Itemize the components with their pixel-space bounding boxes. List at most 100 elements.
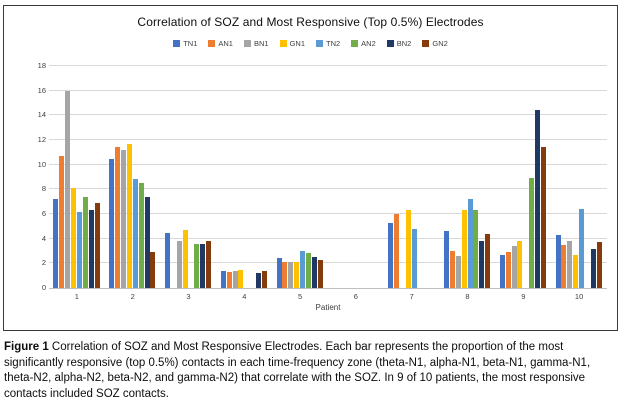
bar-AN2-patient-9 xyxy=(529,178,535,288)
bar-BN2-patient-5 xyxy=(311,257,317,288)
bar-BN2-patient-9 xyxy=(535,110,541,288)
bar-TN1-patient-1 xyxy=(53,199,59,288)
legend-swatch-BN2 xyxy=(386,40,394,47)
gridline xyxy=(49,188,607,190)
x-tick-label: 5 xyxy=(298,292,303,301)
legend-item-AN1: AN1 xyxy=(208,39,233,48)
legend-label: BN1 xyxy=(253,39,269,48)
bar-BN1-patient-1 xyxy=(65,90,71,288)
bar-BN1-patient-10 xyxy=(567,241,573,288)
legend-swatch-TN2 xyxy=(316,40,323,47)
gridline xyxy=(49,139,607,140)
gridline xyxy=(49,65,607,66)
bar-TN2-patient-7 xyxy=(411,228,417,288)
gridline xyxy=(49,213,607,214)
bar-GN1-patient-7 xyxy=(405,210,411,288)
bar-TN2-patient-5 xyxy=(300,251,306,288)
figure-caption: Figure 1 Correlation of SOZ and Most Res… xyxy=(4,340,616,402)
bar-BN1-patient-4 xyxy=(232,270,238,288)
x-tick-label: 9 xyxy=(521,292,526,301)
bar-AN1-patient-9 xyxy=(505,252,511,288)
bar-TN1-patient-5 xyxy=(276,258,282,288)
bar-TN1-patient-2 xyxy=(109,158,115,288)
bar-BN1-patient-9 xyxy=(511,246,517,288)
bar-TN2-patient-2 xyxy=(132,179,138,288)
legend-label: TN2 xyxy=(326,39,341,48)
bar-TN1-patient-10 xyxy=(555,234,561,288)
bar-TN1-patient-3 xyxy=(164,232,170,288)
legend-swatch-AN1 xyxy=(208,40,216,47)
bar-AN2-patient-5 xyxy=(306,253,311,288)
bar-TN2-patient-1 xyxy=(76,211,82,288)
x-tick-label: 2 xyxy=(130,292,135,301)
bar-GN1-patient-9 xyxy=(517,241,523,288)
figure-caption-text: Correlation of SOZ and Most Responsive E… xyxy=(4,341,591,400)
bar-AN1-patient-1 xyxy=(59,156,65,288)
y-tick-label: 6 xyxy=(41,209,46,218)
bar-GN2-patient-8 xyxy=(485,233,491,288)
y-tick-label: 14 xyxy=(37,110,46,120)
bar-GN2-patient-5 xyxy=(317,259,323,288)
y-tick-label: 16 xyxy=(37,85,46,95)
legend-item-GN2: GN2 xyxy=(422,39,448,48)
x-tick-label: 6 xyxy=(353,292,358,301)
legend-item-AN2: AN2 xyxy=(351,39,376,48)
x-axis-line xyxy=(49,288,607,289)
bar-AN1-patient-8 xyxy=(449,251,455,288)
gridline xyxy=(49,237,607,239)
bar-GN1-patient-10 xyxy=(573,254,579,288)
x-tick-label: 10 xyxy=(574,292,584,301)
bar-GN1-patient-1 xyxy=(71,188,76,288)
legend-label: TN1 xyxy=(183,39,198,48)
bar-AN2-patient-3 xyxy=(194,243,200,288)
y-tick-label: 0 xyxy=(41,283,46,292)
plot-area: 0 2 4 6 8 10 12 14 16 18 1 2 3 4 5 6 7 8 9 10 xyxy=(38,61,607,301)
bar-GN1-patient-4 xyxy=(238,269,244,288)
bar-GN1-patient-8 xyxy=(461,210,467,288)
x-tick-label: 1 xyxy=(74,292,79,301)
y-tick-label: 18 xyxy=(37,61,46,70)
legend-item-GN1: GN1 xyxy=(279,39,305,48)
bar-TN1-patient-7 xyxy=(388,222,394,288)
y-tick-label: 10 xyxy=(37,159,46,169)
bar-BN1-patient-2 xyxy=(120,149,126,288)
y-tick-label: 4 xyxy=(41,233,46,243)
bar-BN2-patient-1 xyxy=(88,210,94,288)
x-tick-label: 3 xyxy=(186,292,191,301)
bar-AN1-patient-10 xyxy=(561,244,567,288)
legend-item-BN2: BN2 xyxy=(386,39,412,48)
x-tick-label: 7 xyxy=(409,292,414,301)
gridline xyxy=(49,163,607,165)
figure-caption-label: Figure 1 xyxy=(4,341,49,353)
bar-BN2-patient-4 xyxy=(256,273,262,288)
bar-AN1-patient-2 xyxy=(115,147,120,288)
bar-AN1-patient-4 xyxy=(226,271,232,288)
bar-BN2-patient-8 xyxy=(479,241,485,288)
bar-AN2-patient-1 xyxy=(82,196,88,288)
legend-label: GN2 xyxy=(432,39,448,48)
bar-AN2-patient-8 xyxy=(473,210,479,288)
bar-GN2-patient-3 xyxy=(206,241,212,288)
gridline xyxy=(49,262,607,264)
bar-GN2-patient-1 xyxy=(94,202,100,288)
bar-TN1-patient-8 xyxy=(443,231,449,288)
legend-label: BN2 xyxy=(396,39,412,48)
bar-TN2-patient-8 xyxy=(467,199,473,288)
bar-TN1-patient-4 xyxy=(220,270,226,288)
bar-BN2-patient-2 xyxy=(144,196,150,288)
bar-GN2-patient-4 xyxy=(262,270,267,288)
bar-AN1-patient-7 xyxy=(394,214,399,288)
gridline xyxy=(49,89,607,91)
bar-AN2-patient-2 xyxy=(138,183,144,288)
legend-swatch-GN1 xyxy=(279,40,287,47)
bar-BN1-patient-8 xyxy=(455,255,461,288)
bar-BN2-patient-3 xyxy=(200,243,206,288)
legend-item-BN1: BN1 xyxy=(243,39,269,48)
chart-title: Correlation of SOZ and Most Responsive (… xyxy=(137,15,484,29)
legend-swatch-TN1 xyxy=(173,40,181,47)
legend-swatch-GN2 xyxy=(422,40,430,47)
bar-BN1-patient-5 xyxy=(288,262,294,288)
legend-item-TN2: TN2 xyxy=(316,39,340,48)
bar-GN2-patient-10 xyxy=(596,242,602,288)
legend-item-TN1: TN1 xyxy=(173,39,197,48)
